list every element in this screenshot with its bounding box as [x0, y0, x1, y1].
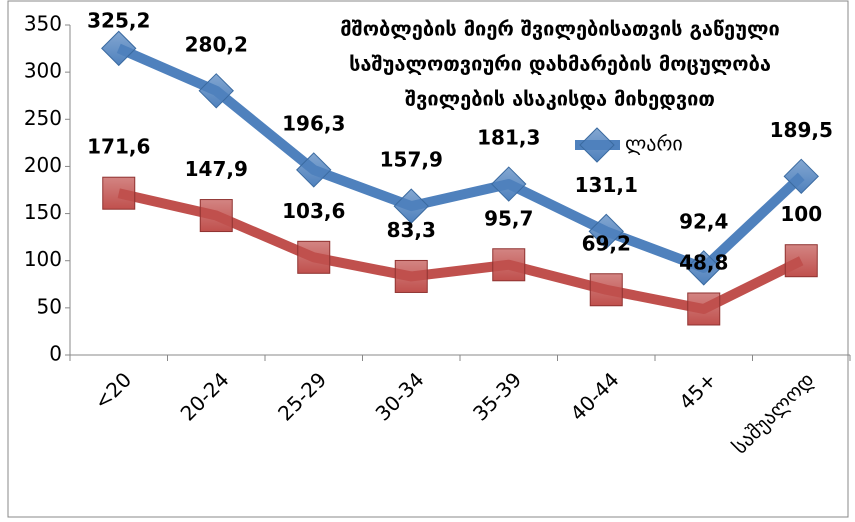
marker	[588, 213, 624, 250]
marker	[297, 240, 331, 274]
marker	[579, 127, 615, 163]
marker	[686, 250, 722, 286]
marker	[199, 199, 233, 233]
marker	[296, 152, 332, 188]
series-line	[116, 43, 805, 273]
marker	[784, 244, 818, 278]
y-tick-label: 300	[24, 59, 62, 83]
data-label: 157,9	[380, 148, 443, 172]
data-label: 147,9	[185, 157, 248, 181]
y-tick-label: 150	[24, 200, 62, 224]
y-tick-label: 200	[24, 153, 62, 177]
data-label: 69,2	[582, 231, 631, 255]
marker	[101, 30, 137, 67]
data-label: 196,3	[282, 111, 345, 135]
data-label: 48,8	[679, 250, 728, 274]
marker	[393, 188, 429, 224]
chart-title: საშუალოთვიური დახმარების მოცულობა	[349, 52, 771, 76]
legend-marker	[579, 127, 615, 163]
y-tick-label: 50	[37, 294, 62, 318]
marker	[198, 73, 234, 109]
legend-label: ლარი	[625, 132, 683, 156]
data-label: 181,3	[477, 126, 540, 150]
marker	[394, 259, 428, 293]
data-label: 189,5	[770, 118, 833, 142]
marker	[102, 176, 136, 210]
y-tick-label: 250	[24, 106, 62, 130]
data-label: 83,3	[387, 218, 436, 242]
marker	[589, 273, 623, 307]
data-label: 131,1	[575, 173, 638, 197]
chart-title: შვილების ასაკისდა მიხედვით	[405, 87, 715, 111]
marker	[492, 248, 526, 282]
marker	[687, 292, 721, 326]
y-tick-label: 0	[49, 342, 62, 366]
data-label: 325,2	[87, 9, 150, 33]
y-tick-label: 350	[24, 12, 62, 36]
data-label: 103,6	[282, 199, 345, 223]
data-label: 171,6	[87, 135, 150, 159]
y-tick-label: 100	[24, 247, 62, 271]
data-label: 280,2	[185, 32, 248, 56]
chart-title: მშობლების მიერ შვილებისათვის გაწეული	[340, 17, 779, 41]
marker	[783, 158, 819, 195]
data-label: 92,4	[679, 209, 728, 233]
data-label: 100	[780, 202, 822, 226]
data-label: 95,7	[484, 206, 533, 230]
marker	[491, 166, 527, 202]
